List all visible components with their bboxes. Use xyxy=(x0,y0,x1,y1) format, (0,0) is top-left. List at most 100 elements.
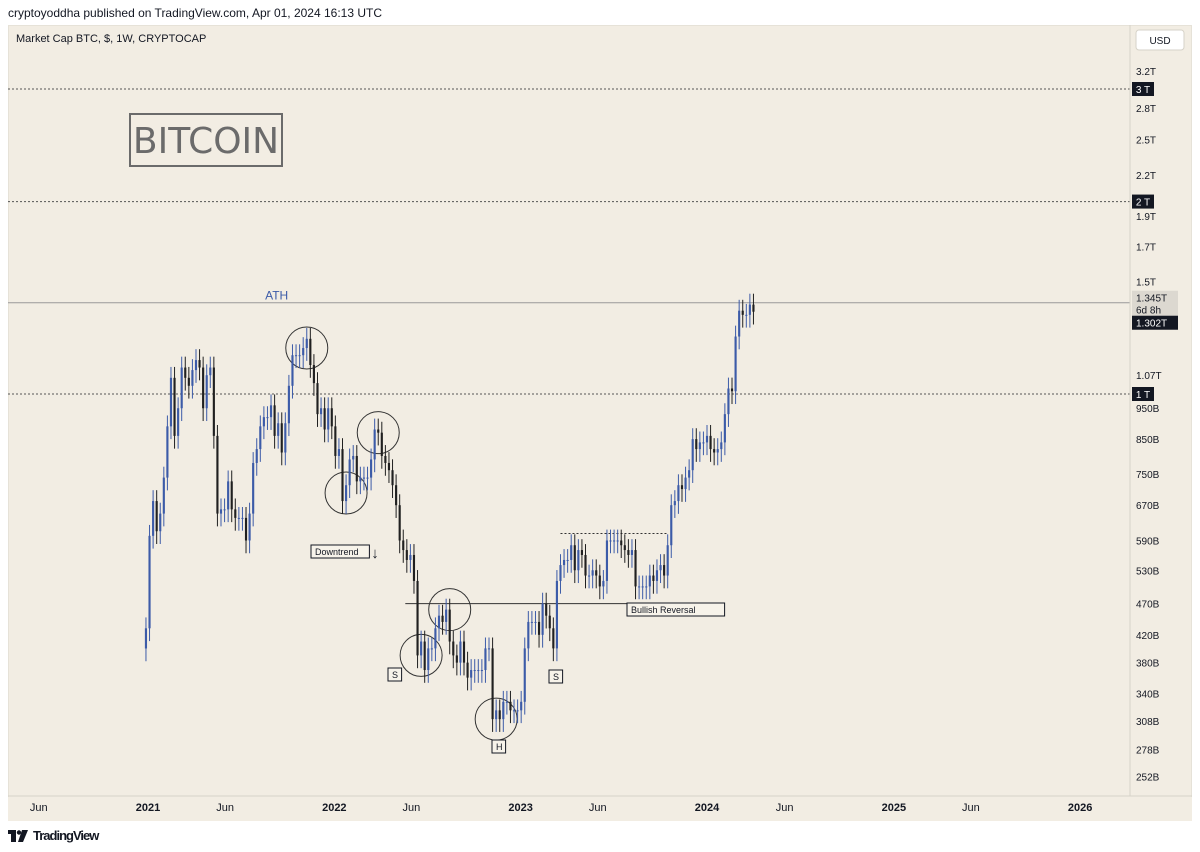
candle-body-22 xyxy=(223,509,226,511)
candle-body-104 xyxy=(516,710,519,712)
candle-body-72 xyxy=(402,540,405,551)
y-tick-label: 1.5T xyxy=(1136,277,1156,288)
currency-button xyxy=(1135,29,1185,51)
candle-body-75 xyxy=(412,554,416,581)
circle-mar-high xyxy=(356,411,400,455)
candle-body-3 xyxy=(155,501,158,532)
last-price-box xyxy=(1132,290,1178,317)
y-tick-label: 420B xyxy=(1136,631,1160,642)
candle-body-8 xyxy=(173,377,176,436)
candle-body-145 xyxy=(663,565,666,576)
candle-body-113 xyxy=(548,615,551,629)
candle-body-2 xyxy=(152,501,155,536)
y-tick-label: 380B xyxy=(1136,659,1160,670)
x-tick-label: Jun xyxy=(30,802,48,814)
candle-body-42 xyxy=(294,355,298,357)
marker-price-label: 1.302T xyxy=(1136,319,1167,330)
level-badge-1 xyxy=(1132,194,1154,209)
candle-body-46 xyxy=(309,338,312,366)
candle-body-16 xyxy=(202,367,205,409)
candle-body-121 xyxy=(577,550,580,571)
candle-body-147 xyxy=(670,505,673,546)
candle-body-6 xyxy=(166,426,169,478)
tradingview-logo-icon[interactable] xyxy=(8,830,28,842)
candle-body-131 xyxy=(613,540,616,542)
candle-body-5 xyxy=(162,477,165,514)
candle-body-116 xyxy=(559,565,562,581)
y-tick-label: 2.2T xyxy=(1136,171,1156,182)
candle-body-58 xyxy=(352,455,355,460)
watermark-text: BITCOIN xyxy=(133,121,279,162)
level-badge-label-2: 1 T xyxy=(1136,390,1150,401)
candle-body-56 xyxy=(345,485,348,502)
candle-body-51 xyxy=(327,408,330,430)
candle-body-82 xyxy=(437,615,441,629)
downtrend-arrow-icon: ↓ xyxy=(371,545,379,562)
x-tick-label: Jun xyxy=(216,802,234,814)
tradingview-brand[interactable]: TradingView xyxy=(33,828,99,843)
candle-body-63 xyxy=(370,459,373,478)
candle-body-64 xyxy=(373,429,376,460)
candle-body-53 xyxy=(334,426,337,456)
right-shoulder-label: S xyxy=(553,672,559,682)
candle-body-155 xyxy=(698,442,701,450)
x-tick-label: 2023 xyxy=(508,802,532,814)
candle-body-61 xyxy=(362,477,366,479)
chart-pane[interactable] xyxy=(8,25,1192,821)
candle-body-84 xyxy=(445,609,448,622)
candle-body-52 xyxy=(330,408,333,427)
candle-body-35 xyxy=(269,405,273,418)
candle-body-97 xyxy=(491,648,494,720)
price-chart[interactable]: Market Cap BTC, $, 1W, CRYPTOCAP USD BITCO… xyxy=(8,25,1192,821)
head-label-box xyxy=(491,739,507,754)
candle-body-24 xyxy=(230,481,233,510)
candle-body-153 xyxy=(691,439,694,471)
candle-body-48 xyxy=(316,383,319,415)
y-tick-label: 252B xyxy=(1136,773,1160,784)
candle-body-162 xyxy=(723,414,726,443)
candle-body-114 xyxy=(552,628,555,649)
candle-body-140 xyxy=(645,586,648,588)
y-tick-label: 308B xyxy=(1136,717,1160,728)
head-label: H xyxy=(496,742,503,752)
candle-body-168 xyxy=(745,314,748,316)
candle-body-1 xyxy=(148,535,151,629)
candle-body-66 xyxy=(380,432,383,456)
candle-body-33 xyxy=(262,417,265,427)
last-price-label: 1.345T xyxy=(1136,294,1167,305)
candle-body-0 xyxy=(144,628,148,649)
candle-body-92 xyxy=(473,670,476,672)
candle-body-27 xyxy=(241,517,244,519)
candle-body-135 xyxy=(627,550,630,555)
candle-body-12 xyxy=(187,377,190,386)
annotations: Market Cap BTC, $, 1W, CRYPTOCAP USD BITCO… xyxy=(16,29,1185,754)
candle-body-160 xyxy=(716,449,719,453)
candle-body-19 xyxy=(212,367,215,436)
candle-body-29 xyxy=(248,513,251,541)
candle-body-32 xyxy=(259,426,262,450)
y-tick-label: 2.5T xyxy=(1136,136,1156,147)
ath-label: ATH xyxy=(265,289,288,303)
downtrend-label-box xyxy=(310,544,370,559)
candle-body-11 xyxy=(184,367,187,378)
candle-body-45 xyxy=(305,338,308,349)
candle-body-129 xyxy=(605,540,609,581)
currency-label: USD xyxy=(1149,36,1170,47)
candle-body-150 xyxy=(680,485,684,490)
candle-body-108 xyxy=(530,621,533,623)
candle-body-54 xyxy=(337,449,340,456)
candle-body-166 xyxy=(738,310,741,337)
candle-body-83 xyxy=(441,615,444,622)
candle-body-40 xyxy=(287,385,290,424)
symbol-line: Market Cap BTC, $, 1W, CRYPTOCAP xyxy=(16,33,206,45)
candle-body-9 xyxy=(177,408,180,436)
candle-body-109 xyxy=(534,621,537,623)
candle-body-115 xyxy=(555,580,558,649)
candle-body-161 xyxy=(720,442,723,450)
left-shoulder-label-box xyxy=(387,667,403,682)
candle-body-126 xyxy=(595,570,598,576)
candle-body-73 xyxy=(405,550,408,560)
candle-body-157 xyxy=(705,435,709,443)
candle-body-118 xyxy=(566,559,569,561)
candle-body-13 xyxy=(191,370,194,386)
